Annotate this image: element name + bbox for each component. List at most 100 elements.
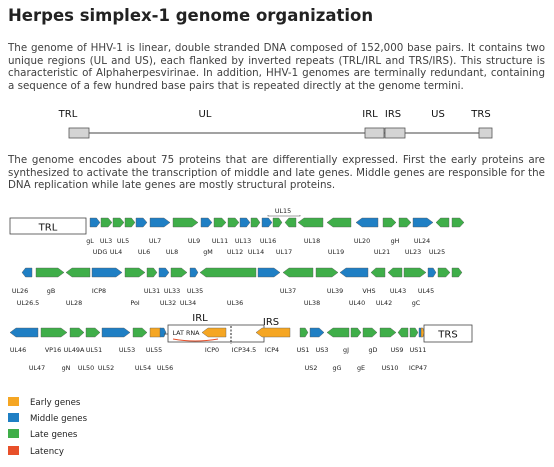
gene-label: US2 [305, 364, 318, 372]
genome-map-label-irl: IRL [362, 109, 378, 120]
genes-paragraph: The genome encodes about 75 proteins tha… [8, 154, 545, 192]
gene-label: VHS [362, 287, 375, 295]
gene-arrow-late [437, 267, 451, 278]
gene-arrow-middle [135, 217, 148, 228]
gene-label: gC [412, 299, 421, 307]
gene-arrow-middle [91, 267, 123, 278]
gene-arrow-late [85, 327, 101, 338]
gene-label: UL54 [135, 364, 151, 372]
gene-arrow-late [227, 217, 240, 228]
gene-label: gJ [343, 346, 349, 354]
gene-arrow-late [398, 217, 412, 228]
gene-arrow-late [299, 327, 309, 338]
gene-label: gH [391, 237, 400, 245]
gene-arrow-late [124, 217, 136, 228]
gene-label: gM [203, 248, 213, 256]
gene-arrow-late [451, 217, 465, 228]
gene-arrow-late [326, 217, 352, 228]
gene-arrow-middle [355, 217, 379, 228]
gene-arrow-late [284, 217, 297, 228]
gene-arrow-late [124, 267, 146, 278]
gene-label: UL20 [354, 237, 370, 245]
repeat-box-label: TRL [38, 223, 58, 234]
gene-arrow-late [170, 267, 188, 278]
gene-label: UL6 [138, 248, 150, 256]
gene-label: UL24 [414, 237, 430, 245]
gene-label: UL40 [349, 299, 365, 307]
gene-arrow-late [112, 217, 125, 228]
gene-label: gG [332, 364, 341, 372]
gene-label: gL [86, 237, 94, 245]
gene-label: US9 [391, 346, 404, 354]
repeat-box-label: TRS [437, 330, 457, 341]
gene-arrow-middle [261, 217, 273, 228]
gene-arrow-middle [339, 267, 369, 278]
legend-label-middle: Middle genes [30, 414, 88, 424]
repeat-box [9, 217, 87, 235]
gene-arrow-late [409, 327, 419, 338]
gene-label: ICP47 [409, 364, 427, 372]
gene-arrow-late [326, 327, 350, 338]
genome-map-label-ul: UL [199, 109, 212, 120]
page-title: Herpes simplex-1 genome organization [8, 6, 374, 25]
legend-swatch-late [8, 429, 19, 438]
gene-label: UL38 [304, 299, 320, 307]
gene-label: UL49A [64, 346, 85, 354]
gene-arrow-late [297, 217, 324, 228]
gene-arrow-middle [149, 217, 171, 228]
gene-arrow-middle [257, 267, 281, 278]
gene-label: UL3 [100, 237, 112, 245]
gene-arrow-middle [21, 267, 33, 278]
gene-arrow-early [255, 327, 291, 338]
gene-arrow-late [172, 217, 199, 228]
gene-arrow-late [403, 267, 427, 278]
gene-arrow-late [199, 267, 257, 278]
repeat-box [423, 324, 473, 343]
gene-arrow-late [250, 217, 261, 228]
gene-label: VP16 [45, 346, 61, 354]
gene-arrow-late [451, 267, 463, 278]
ul15-bracket [267, 215, 301, 217]
gene-label: UL45 [418, 287, 434, 295]
gene-arrow-late [387, 267, 403, 278]
repeat-region-box [478, 127, 493, 139]
genome-map-label-trs: TRS [470, 109, 490, 120]
gene-label: UL42 [376, 299, 392, 307]
gene-arrow-late [132, 327, 148, 338]
gene-arrow-middle [89, 217, 101, 228]
gene-label: UL50 [78, 364, 94, 372]
gene-arrow-middle [189, 267, 199, 278]
gene-label: UL26 [12, 287, 28, 295]
gene-arrow-late [315, 267, 339, 278]
legend-label-early: Early genes [30, 398, 81, 408]
gene-label: UL19 [328, 248, 344, 256]
gene-label: UL32 [160, 299, 176, 307]
gene-arrow-middle [200, 217, 213, 228]
gene-label: Pol [130, 299, 140, 307]
irs-annotation: IRS [263, 317, 279, 328]
gene-label: UL14 [248, 248, 264, 256]
gene-label: UL56 [157, 364, 173, 372]
gene-label: UL33 [164, 287, 180, 295]
gene-label: UL16 [260, 237, 276, 245]
gene-arrow-late [282, 267, 314, 278]
intro-paragraph: The genome of HHV-1 is linear, double st… [8, 42, 545, 93]
repeat-region-box [68, 127, 90, 139]
gene-arrow-late [362, 327, 378, 338]
gene-label: UL11 [212, 237, 228, 245]
gene-label: UL43 [390, 287, 406, 295]
gene-arrow-late [382, 217, 397, 228]
gene-arrow-middle [239, 217, 251, 228]
gene-label: UL53 [119, 346, 135, 354]
gene-arrow-middle [309, 327, 325, 338]
gene-label: ICP0 [205, 346, 219, 354]
gene-label: UL37 [280, 287, 296, 295]
gene-arrow-late [272, 217, 283, 228]
gene-label: UL8 [166, 248, 178, 256]
gene-label: UL28 [66, 299, 82, 307]
gene-arrow-middle [159, 327, 167, 338]
gene-label: UL55 [146, 346, 162, 354]
gene-label: US11 [410, 346, 427, 354]
gene-arrow-late [40, 327, 68, 338]
gene-arrow-late [69, 327, 85, 338]
